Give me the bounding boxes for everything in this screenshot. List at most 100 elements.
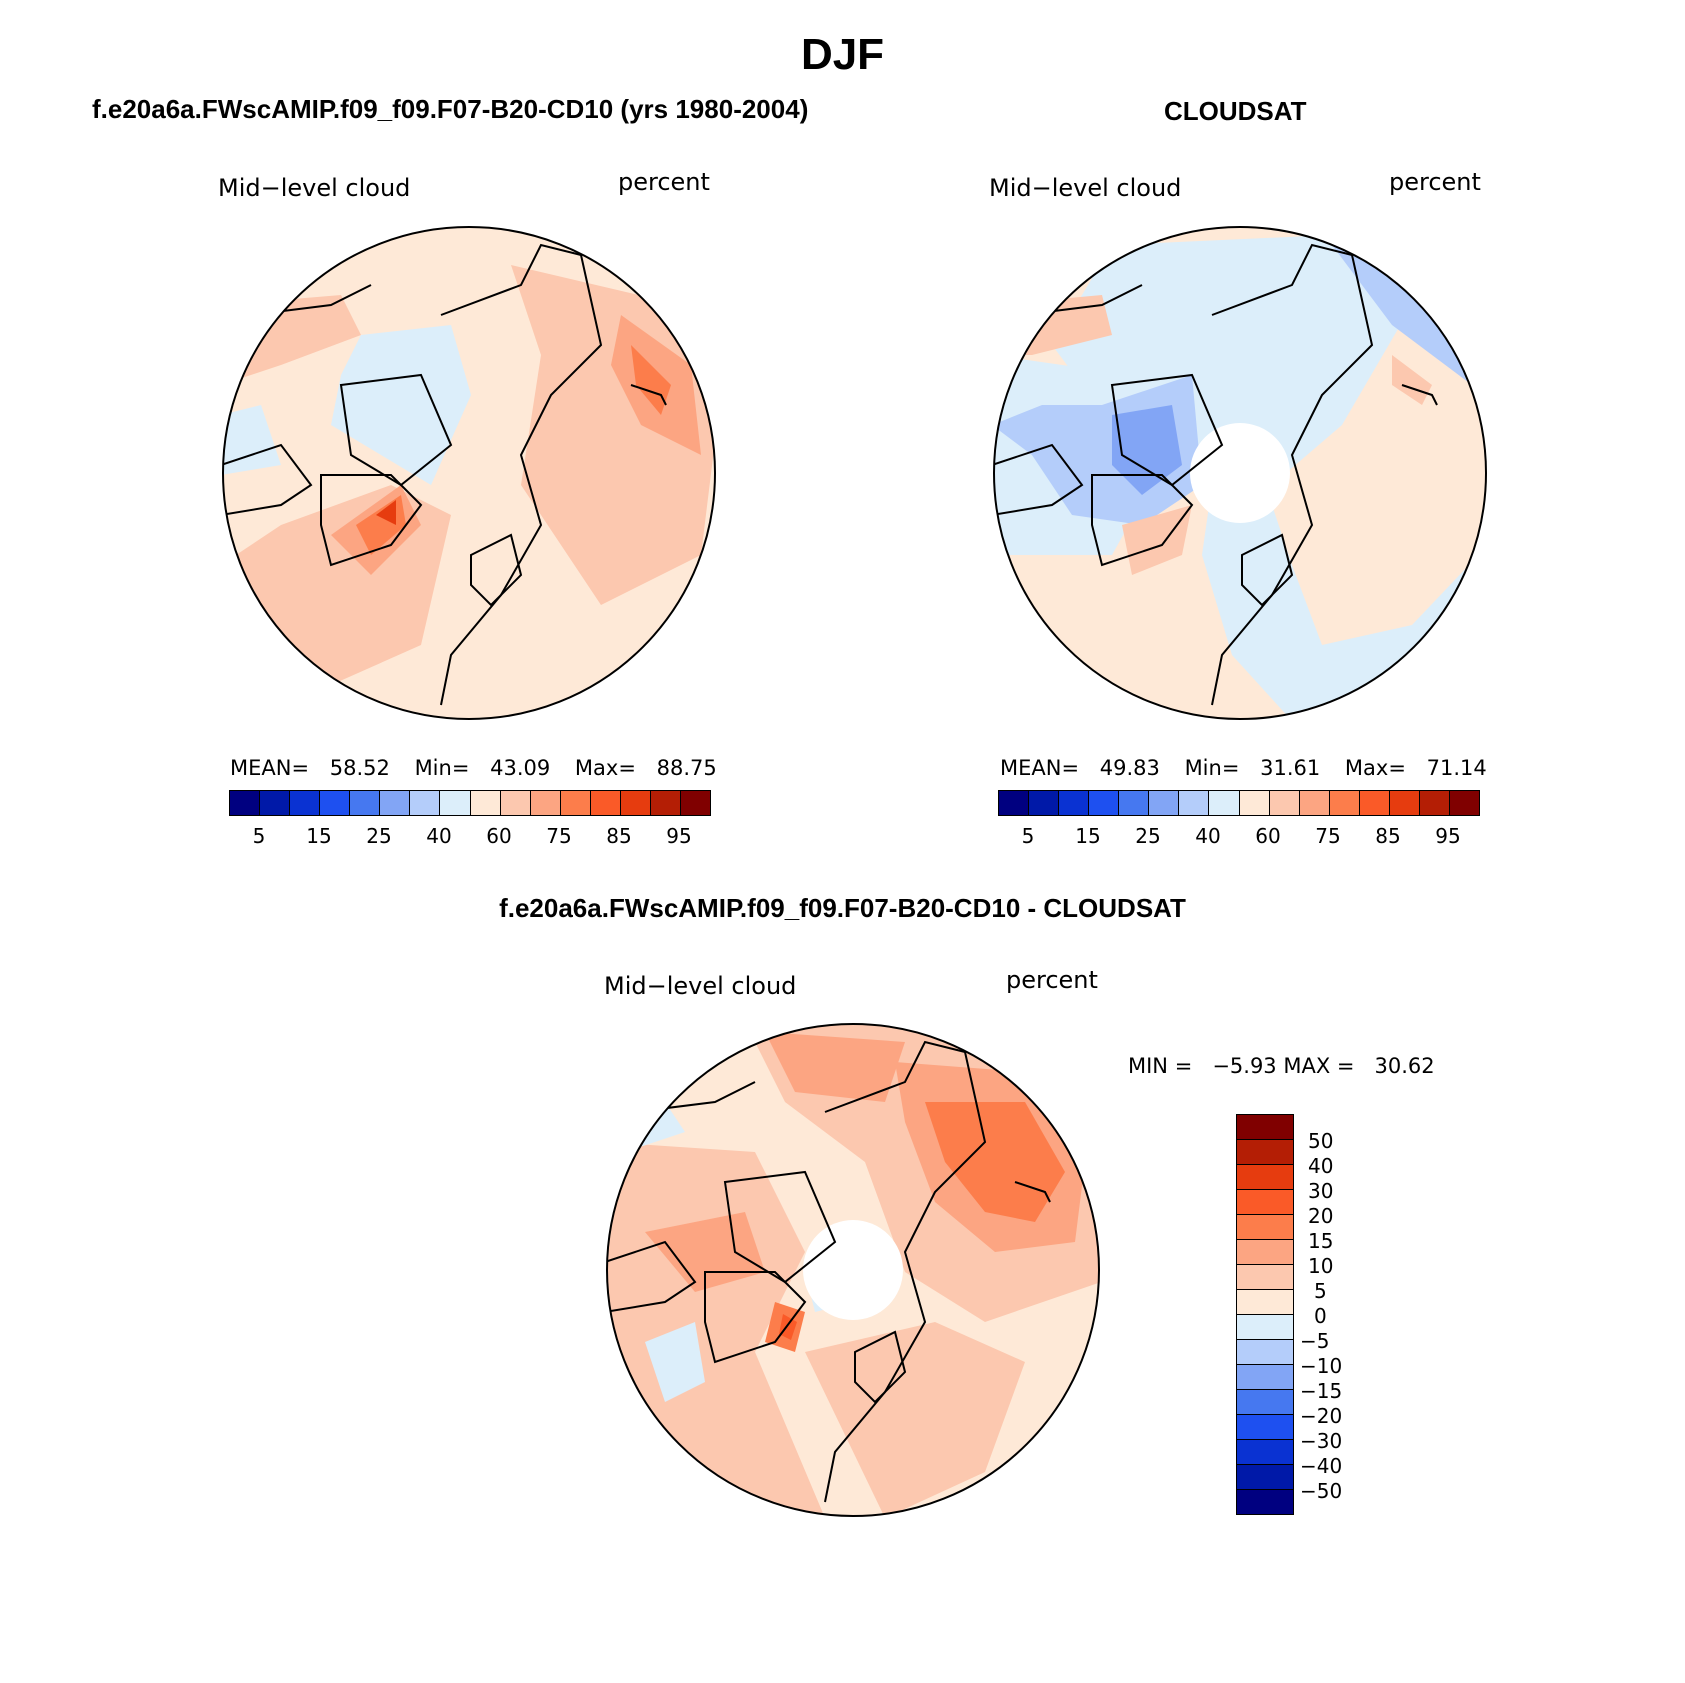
colorbar-swatch (350, 791, 381, 815)
colorbar-swatch (620, 791, 651, 815)
colorbar-swatch (1237, 1440, 1293, 1465)
panel-title-model: f.e20a6a.FWscAMIP.f09_f09.F07-B20-CD10 (… (92, 94, 809, 124)
colorbar-tick: −5 (1300, 1329, 1330, 1353)
colorbar-swatch (1359, 791, 1390, 815)
colorbar-swatch (1179, 791, 1210, 815)
colorbar-tick: 10 (1308, 1254, 1334, 1278)
colorbar-tick: 15 (1075, 824, 1101, 848)
colorbar-swatch (1149, 791, 1180, 815)
colorbar-swatch (1119, 791, 1150, 815)
mean-label: MEAN= (230, 756, 310, 780)
min-label: Min= (414, 756, 470, 780)
colorbar-swatch (1237, 1415, 1293, 1440)
colorbar-swatch (1237, 1290, 1293, 1315)
polar-map-model (222, 226, 716, 720)
colorbar-tick: 75 (546, 824, 572, 848)
colorbar-tick: −30 (1300, 1429, 1343, 1453)
colorbar-tick: −40 (1300, 1454, 1343, 1478)
colorbar-swatch (1237, 1215, 1293, 1240)
max-value: 71.14 (1426, 756, 1487, 780)
colorbar-swatch (500, 791, 531, 815)
colorbar-swatch (230, 791, 261, 815)
colorbar-swatch (1239, 791, 1270, 815)
colorbar-swatch (1449, 791, 1479, 815)
colorbar-swatch (1237, 1340, 1293, 1365)
stats-line: MEAN= 58.52 Min= 43.09 Max= 88.75 (230, 756, 717, 780)
colorbar-tick: 85 (606, 824, 632, 848)
colorbar-tick: −15 (1300, 1379, 1343, 1403)
colorbar-swatch (1237, 1140, 1293, 1165)
colorbar-ticks: 50 40 30 20 15 10 5 0 −5 −10 −15 −20 −30… (1300, 1126, 1380, 1506)
figure-title: DJF (800, 30, 885, 79)
colorbar-swatch (1237, 1240, 1293, 1265)
colorbar-swatch (1029, 791, 1060, 815)
colorbar-swatch (1237, 1265, 1293, 1290)
colorbar-swatch (1389, 791, 1420, 815)
colorbar-tick: 85 (1375, 824, 1401, 848)
min-value: 31.61 (1260, 756, 1321, 780)
colorbar-swatch (1059, 791, 1090, 815)
colorbar-tick: −20 (1300, 1404, 1343, 1428)
colorbar-swatch (590, 791, 621, 815)
colorbar-swatch (1209, 791, 1240, 815)
colorbar-tick: 25 (366, 824, 392, 848)
colorbar-swatch (1299, 791, 1330, 815)
max-value: 88.75 (656, 756, 717, 780)
colorbar-tick: −50 (1300, 1479, 1343, 1503)
colorbar-tick: 95 (1435, 824, 1461, 848)
stats-line: MEAN= 49.83 Min= 31.61 Max= 71.14 (1000, 756, 1487, 780)
colorbar-swatch (1237, 1490, 1293, 1514)
colorbar-tick: 5 (252, 824, 266, 848)
colorbar-swatch (1237, 1165, 1293, 1190)
colorbar-swatch (530, 791, 561, 815)
colorbar-tick: 5 (1021, 824, 1035, 848)
panel-units-label: percent (618, 168, 710, 196)
panel-units-label: percent (1389, 168, 1481, 196)
panel-variable-label: Mid−level cloud (989, 174, 1182, 202)
max-label: Max= (574, 756, 636, 780)
colorbar-swatch (440, 791, 471, 815)
colorbar-tick: 95 (666, 824, 692, 848)
colorbar-tick: 30 (1308, 1179, 1334, 1203)
colorbar-swatch (410, 791, 441, 815)
colorbar-tick: −10 (1300, 1354, 1343, 1378)
colorbar-tick: 50 (1308, 1129, 1334, 1153)
colorbar-swatch (1089, 791, 1120, 815)
colorbar (229, 790, 711, 816)
colorbar-swatch (290, 791, 321, 815)
colorbar-swatch (1237, 1390, 1293, 1415)
colorbar-swatch (650, 791, 681, 815)
colorbar-ticks: 5 15 25 40 60 75 85 95 (998, 824, 1478, 850)
colorbar-swatch (470, 791, 501, 815)
polar-map-obs (993, 226, 1487, 720)
colorbar-tick: 60 (486, 824, 512, 848)
colorbar-swatch (1237, 1190, 1293, 1215)
min-max-readout: MIN = −5.93 MAX = 30.62 (1128, 1054, 1435, 1078)
colorbar-tick: 5 (1314, 1279, 1327, 1303)
colorbar-tick: 0 (1314, 1304, 1327, 1328)
colorbar-swatch (680, 791, 710, 815)
panel-title-difference: f.e20a6a.FWscAMIP.f09_f09.F07-B20-CD10 -… (499, 893, 1186, 923)
colorbar-vertical (1236, 1114, 1294, 1515)
colorbar-swatch (1237, 1365, 1293, 1390)
colorbar-tick: 75 (1315, 824, 1341, 848)
colorbar-tick: 40 (426, 824, 452, 848)
polar-map-difference (606, 1023, 1100, 1517)
colorbar-swatch (1419, 791, 1450, 815)
colorbar-swatch (999, 791, 1030, 815)
colorbar (998, 790, 1480, 816)
min-value: 43.09 (490, 756, 551, 780)
colorbar-swatch (1237, 1465, 1293, 1490)
colorbar-swatch (1237, 1315, 1293, 1340)
colorbar-tick: 15 (306, 824, 332, 848)
colorbar-swatch (1329, 791, 1360, 815)
colorbar-tick: 25 (1135, 824, 1161, 848)
panel-units-label: percent (1006, 966, 1098, 994)
mean-label: MEAN= (1000, 756, 1080, 780)
colorbar-swatch (1269, 791, 1300, 815)
mean-value: 49.83 (1099, 756, 1160, 780)
colorbar-tick: 20 (1308, 1204, 1334, 1228)
panel-title-obs: CLOUDSAT (1164, 96, 1307, 126)
min-label: Min= (1184, 756, 1240, 780)
colorbar-ticks: 5 15 25 40 60 75 85 95 (229, 824, 709, 850)
